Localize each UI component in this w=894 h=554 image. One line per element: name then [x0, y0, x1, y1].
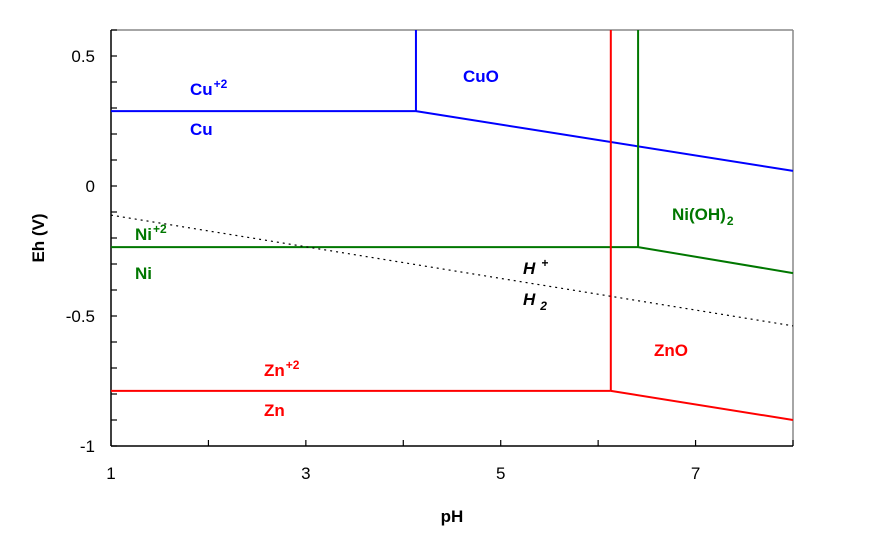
region-label-base: CuO — [463, 67, 499, 86]
region-label-sup: +2 — [153, 222, 167, 236]
x-tick-label: 1 — [106, 464, 115, 483]
region-label-sub: 2 — [727, 214, 734, 228]
region-label: H + — [523, 256, 548, 278]
region-label: Ni+2 — [135, 222, 167, 244]
region-label-base: Zn — [264, 401, 285, 420]
region-label-base: Cu — [190, 80, 213, 99]
x-tick-label: 3 — [301, 464, 310, 483]
region-label: Cu+2 — [190, 77, 228, 99]
region-label-sup: + — [541, 256, 548, 270]
region-label-base: Ni — [135, 264, 152, 283]
region-label-base: ZnO — [654, 341, 688, 360]
plot-frame — [110, 29, 794, 447]
x-tick-label: 7 — [691, 464, 700, 483]
region-label-base: Cu — [190, 120, 213, 139]
y-tick-label: 0 — [86, 177, 95, 196]
h-boundary-line — [110, 214, 794, 327]
region-label-base: H — [523, 290, 536, 309]
region-label-sub: 2 — [539, 299, 547, 313]
region-label: Zn — [264, 401, 285, 420]
region-label: Ni — [135, 264, 152, 283]
region-label-sup: +2 — [286, 358, 300, 372]
region-label-sup: +2 — [214, 77, 228, 91]
region-label-base: Zn — [264, 361, 285, 380]
y-tick-label: -1 — [80, 437, 95, 456]
region-label: Ni(OH)2 — [672, 205, 734, 228]
region-label: Zn+2 — [264, 358, 300, 380]
cu-boundary-line — [415, 110, 794, 172]
y-axis-title: Eh (V) — [29, 213, 48, 262]
region-label-base: Ni — [135, 225, 152, 244]
y-tick-label: 0.5 — [71, 47, 95, 66]
y-tick-label: -0.5 — [66, 307, 95, 326]
zn-boundary-line — [610, 389, 794, 421]
region-label: Cu — [190, 120, 213, 139]
x-tick-label: 5 — [496, 464, 505, 483]
region-label-base: Ni(OH) — [672, 205, 726, 224]
x-axis-title: pH — [441, 507, 464, 526]
region-label: ZnO — [654, 341, 688, 360]
ni-boundary-line — [637, 246, 794, 275]
region-label-base: H — [523, 259, 536, 278]
region-label: CuO — [463, 67, 499, 86]
